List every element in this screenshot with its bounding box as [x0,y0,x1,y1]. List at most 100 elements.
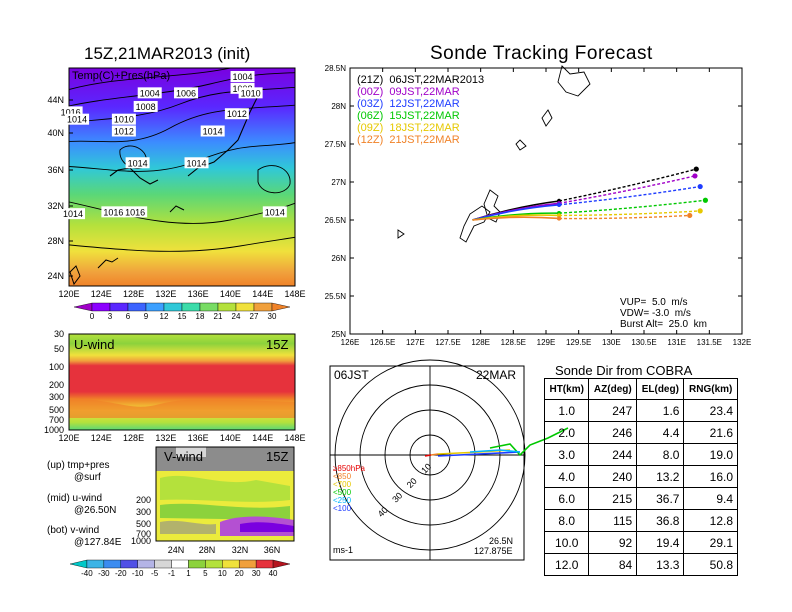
table-cell: 10.0 [543,531,590,554]
vwind-colorbar-label: 5 [203,569,208,578]
track-y-tick: 27.5N [325,140,347,149]
header-ht: HT(km) [543,378,590,400]
tracking-params: VUP= 5.0 m/s VDW= -3.0 m/s Burst Alt= 25.0… [620,297,707,330]
vwind-colorbar-label: -1 [168,569,176,578]
track-x-tick: 132E [733,338,752,347]
track-midpoint [556,213,562,218]
isobar-label: 1004 [140,88,160,98]
track-x-tick: 130E [602,338,621,347]
track-x-tick: 127E [406,338,425,347]
vwind-colorbar-label: 20 [235,569,244,578]
uwind-x-tick: 132E [155,433,176,443]
temp-colorbar-label: 18 [196,312,205,321]
isobar-label-box [125,157,150,169]
table-cell: 36.8 [636,509,685,532]
map-lat-tick: 40N [47,128,64,138]
table-cell: 9.4 [683,487,738,510]
temp-colorbar-label: 3 [108,312,113,321]
polar-track-segment [437,451,521,457]
table-cell: 13.3 [636,553,685,576]
track-y-tick: 25N [331,330,346,339]
table-row: 3.0 244 8.0 19.0 [543,443,738,466]
uwind-y-tick: 100 [49,362,64,372]
table-cell: 115 [588,509,638,532]
polar-track-segment [430,453,439,456]
isobar-label: 1016 [125,207,145,217]
header-el: EL(deg) [636,378,685,400]
track-x-tick: 128E [471,338,490,347]
isobar-label: 1016 [103,207,123,217]
isobar-label: 1010 [241,88,261,98]
map-lon-tick: 120E [58,289,79,299]
track-solid-line [472,204,560,221]
pressure-legend: ≥850hPa <850 <700 <500 <250 <100 [333,465,365,513]
pressure-legend-entry: <250 [333,496,352,505]
uwind-time: 15Z [266,337,289,352]
legend-entry: (00Z) 09JST,22MAR [357,86,460,98]
table-cell: 1.0 [543,399,590,422]
vwind-y-tick: 500 [136,519,151,529]
uwind-y-tick: 1000 [44,425,64,435]
note-up-loc: @surf [74,472,101,483]
note-bot: (bot) v-wind [47,525,100,536]
isobar-label-box [262,206,287,218]
isobar-label-box [101,206,126,218]
isobar-label-box [238,87,263,99]
map-lat-tick: 24N [47,271,64,281]
uwind-y-tick: 30 [54,329,64,339]
table-cell: 2.0 [543,421,590,444]
map-lon-tick: 132E [155,289,176,299]
track-x-tick: 126.5E [370,338,395,347]
polar-ring-label: 40 [376,505,390,519]
polar-date: 22MAR [476,368,517,382]
isobar-label-box [111,125,136,137]
track-y-tick: 26.5N [325,216,347,225]
note-mid-loc: @26.50N [74,505,117,516]
table-cell: 8.0 [543,509,590,532]
pressure-legend-entry: <100 [333,504,352,513]
table-row: 6.0 215 36.7 9.4 [543,487,738,510]
vwind-x-tick: 28N [199,545,216,555]
pressure-legend-entry: ≥850hPa [333,464,365,473]
vwind-colorbar-label: 1 [186,569,191,578]
uwind-y-tick: 500 [49,405,64,415]
isobar-label: 1008 [136,102,156,112]
note-mid: (mid) u-wind [47,493,103,504]
isobar-label: 1006 [176,88,196,98]
left-title: 15Z,21MAR2013 (init) [84,44,251,63]
track-endpoint [692,173,698,179]
legend-entry: (09Z) 18JST,22MAR [357,122,460,134]
uwind-x-tick: 144E [252,433,273,443]
track-y-tick: 27N [331,178,346,187]
table-cell: 244 [588,443,638,466]
vwind-y-tick: 200 [136,495,151,505]
tracking-param: Burst Alt= 25.0 km [620,319,707,330]
uwind-y-tick: 300 [49,392,64,402]
temp-pres-label: Temp(C)+Pres(hPa) [72,70,171,82]
isobar-label-box [224,108,249,120]
uwind-y-tick: 200 [49,380,64,390]
temp-colorbar-label: 21 [214,312,223,321]
map-lon-tick: 136E [188,289,209,299]
isobar-label-box [133,100,158,112]
uwind-x-tick: 140E [220,433,241,443]
polar-lat: 26.5N [489,536,514,546]
track-endpoint [702,197,709,203]
isobar-label-box [200,125,225,137]
uwind-x-tick: 136E [188,433,209,443]
table-cell: 246 [588,421,638,444]
vwind-colorbar-label: 40 [269,569,278,578]
temp-colorbar-label: 27 [250,312,259,321]
table-row: 8.0 115 36.8 12.8 [543,509,738,532]
isobar-label: 1014 [203,126,223,136]
table-cell: 1.6 [636,399,685,422]
isobar-label-box [65,113,90,125]
table-cell: 13.2 [636,465,685,488]
table-cell: 21.6 [683,421,738,444]
isobar-label-box [123,206,148,218]
table-header-row: HT(km) AZ(deg) EL(deg) RNG(km) [543,378,738,400]
